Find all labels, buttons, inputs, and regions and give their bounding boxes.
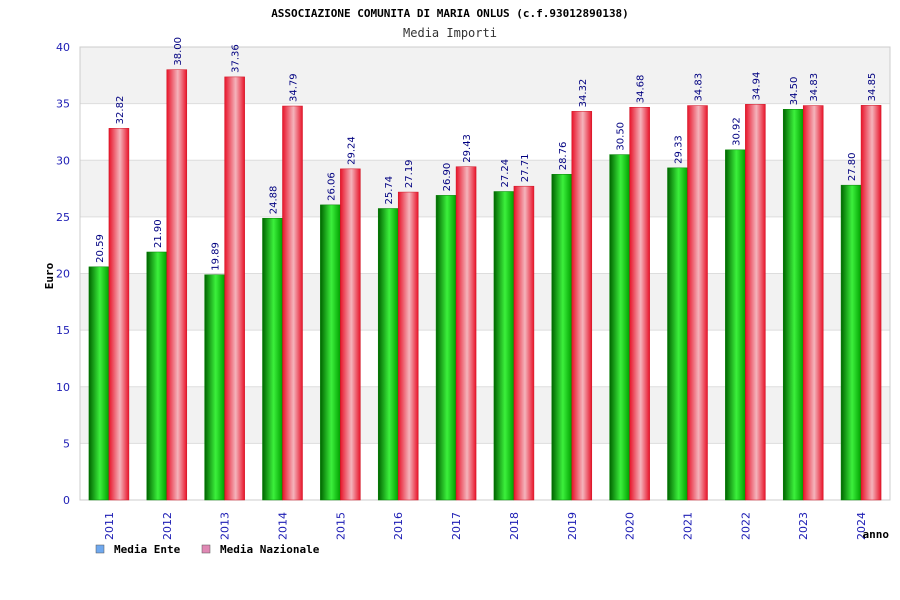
bar-media-nazionale <box>745 104 766 501</box>
legend: Media Ente Media Nazionale <box>95 543 320 556</box>
bar-media-ente <box>435 195 457 501</box>
bar-media-nazionale <box>860 105 882 501</box>
bar-media-nazionale <box>282 105 303 501</box>
data-label: 26.06 <box>326 172 337 201</box>
y-tick-label: 15 <box>56 324 70 337</box>
x-tick-label: 2020 <box>624 512 637 540</box>
legend-swatch-media-nazionale <box>201 544 211 554</box>
y-tick-label: 30 <box>56 154 70 167</box>
data-label: 34.50 <box>789 77 800 106</box>
grid-band <box>80 216 890 274</box>
legend-label-media-ente: Media Ente <box>114 543 181 556</box>
x-tick-label: 2017 <box>450 512 463 540</box>
x-tick-label: 2015 <box>334 512 347 540</box>
data-label: 30.92 <box>731 117 742 146</box>
bar-media-nazionale <box>571 111 593 501</box>
x-tick-label: 2021 <box>682 512 695 540</box>
grid-band <box>80 103 890 161</box>
data-label: 27.80 <box>847 153 858 182</box>
y-tick-label: 20 <box>56 268 70 281</box>
bar-media-nazionale <box>629 106 650 501</box>
bar-media-ente <box>493 191 515 501</box>
data-label: 24.88 <box>269 186 280 215</box>
bar-media-ente <box>377 208 399 501</box>
bar-media-ente <box>840 184 862 501</box>
x-axis-label: anno <box>863 528 890 541</box>
x-tick-label: 2013 <box>219 512 232 540</box>
data-label: 29.24 <box>346 136 357 165</box>
data-label: 21.90 <box>153 219 164 248</box>
bar-media-nazionale <box>166 69 188 501</box>
bar-media-nazionale <box>340 168 361 501</box>
bar-media-ente <box>609 154 630 501</box>
x-tick-label: 2011 <box>103 512 116 540</box>
chart-subtitle: Media Importi <box>403 26 497 40</box>
bar-media-nazionale <box>224 76 245 501</box>
grid-band <box>80 386 890 444</box>
chart-title: ASSOCIAZIONE COMUNITA DI MARIA ONLUS (c.… <box>271 7 629 20</box>
data-label: 19.89 <box>211 242 222 271</box>
bar-media-nazionale <box>108 128 130 501</box>
bar-media-ente <box>204 274 225 501</box>
data-label: 34.32 <box>578 79 589 108</box>
bar-media-ente <box>262 217 283 501</box>
y-tick-label: 5 <box>63 437 70 450</box>
grid-band <box>80 443 890 500</box>
data-label: 20.59 <box>95 234 106 263</box>
x-tick-label: 2024 <box>855 512 868 540</box>
x-tick-label: 2014 <box>277 512 290 540</box>
bar-media-nazionale <box>455 166 477 501</box>
y-tick-label: 25 <box>56 211 70 224</box>
data-label: 34.68 <box>636 75 647 104</box>
data-label: 34.83 <box>694 73 705 102</box>
bar-media-nazionale <box>513 185 535 501</box>
data-label: 27.19 <box>404 159 415 188</box>
x-tick-label: 2022 <box>739 512 752 540</box>
bar-media-ente <box>551 174 573 501</box>
data-label: 37.36 <box>231 44 242 73</box>
x-tick-label: 2012 <box>161 512 174 540</box>
grid-band <box>80 330 890 387</box>
x-tick-label: 2018 <box>508 512 521 540</box>
data-label: 26.90 <box>442 163 453 192</box>
bar-media-ente <box>146 251 168 501</box>
bar-media-ente <box>667 167 688 501</box>
data-label: 30.50 <box>616 122 627 151</box>
legend-swatch-media-ente <box>95 544 105 554</box>
bar-media-ente <box>725 149 746 501</box>
bar-media-nazionale <box>687 105 708 501</box>
bar-media-ente <box>320 204 341 501</box>
data-label: 38.00 <box>173 37 184 66</box>
data-label: 28.76 <box>558 142 569 171</box>
x-tick-label: 2016 <box>392 512 405 540</box>
y-tick-label: 0 <box>63 494 70 507</box>
grid-band <box>80 47 890 104</box>
grid-band <box>80 160 890 217</box>
y-tick-label: 35 <box>56 98 70 111</box>
plot-frame <box>79 46 891 501</box>
data-label: 27.71 <box>520 154 531 183</box>
data-label: 29.43 <box>462 134 473 163</box>
y-tick-label: 40 <box>56 41 70 54</box>
data-label: 32.82 <box>115 96 126 125</box>
y-axis-label: Euro <box>43 262 56 289</box>
data-label: 27.24 <box>500 159 511 188</box>
bar-media-ente <box>88 266 110 501</box>
bar-media-ente <box>782 109 804 501</box>
x-tick-label: 2019 <box>566 512 579 540</box>
data-label: 29.33 <box>674 135 685 164</box>
data-label: 34.83 <box>809 73 820 102</box>
data-label: 34.79 <box>289 73 300 102</box>
bar-media-nazionale <box>397 191 419 501</box>
y-tick-label: 10 <box>56 381 70 394</box>
grid-band <box>80 273 890 331</box>
bar-media-nazionale <box>802 105 824 501</box>
data-label: 34.94 <box>751 72 762 101</box>
legend-label-media-nazionale: Media Nazionale <box>220 543 320 556</box>
data-label: 25.74 <box>384 176 395 205</box>
x-tick-label: 2023 <box>797 512 810 540</box>
data-label: 34.85 <box>867 73 878 102</box>
